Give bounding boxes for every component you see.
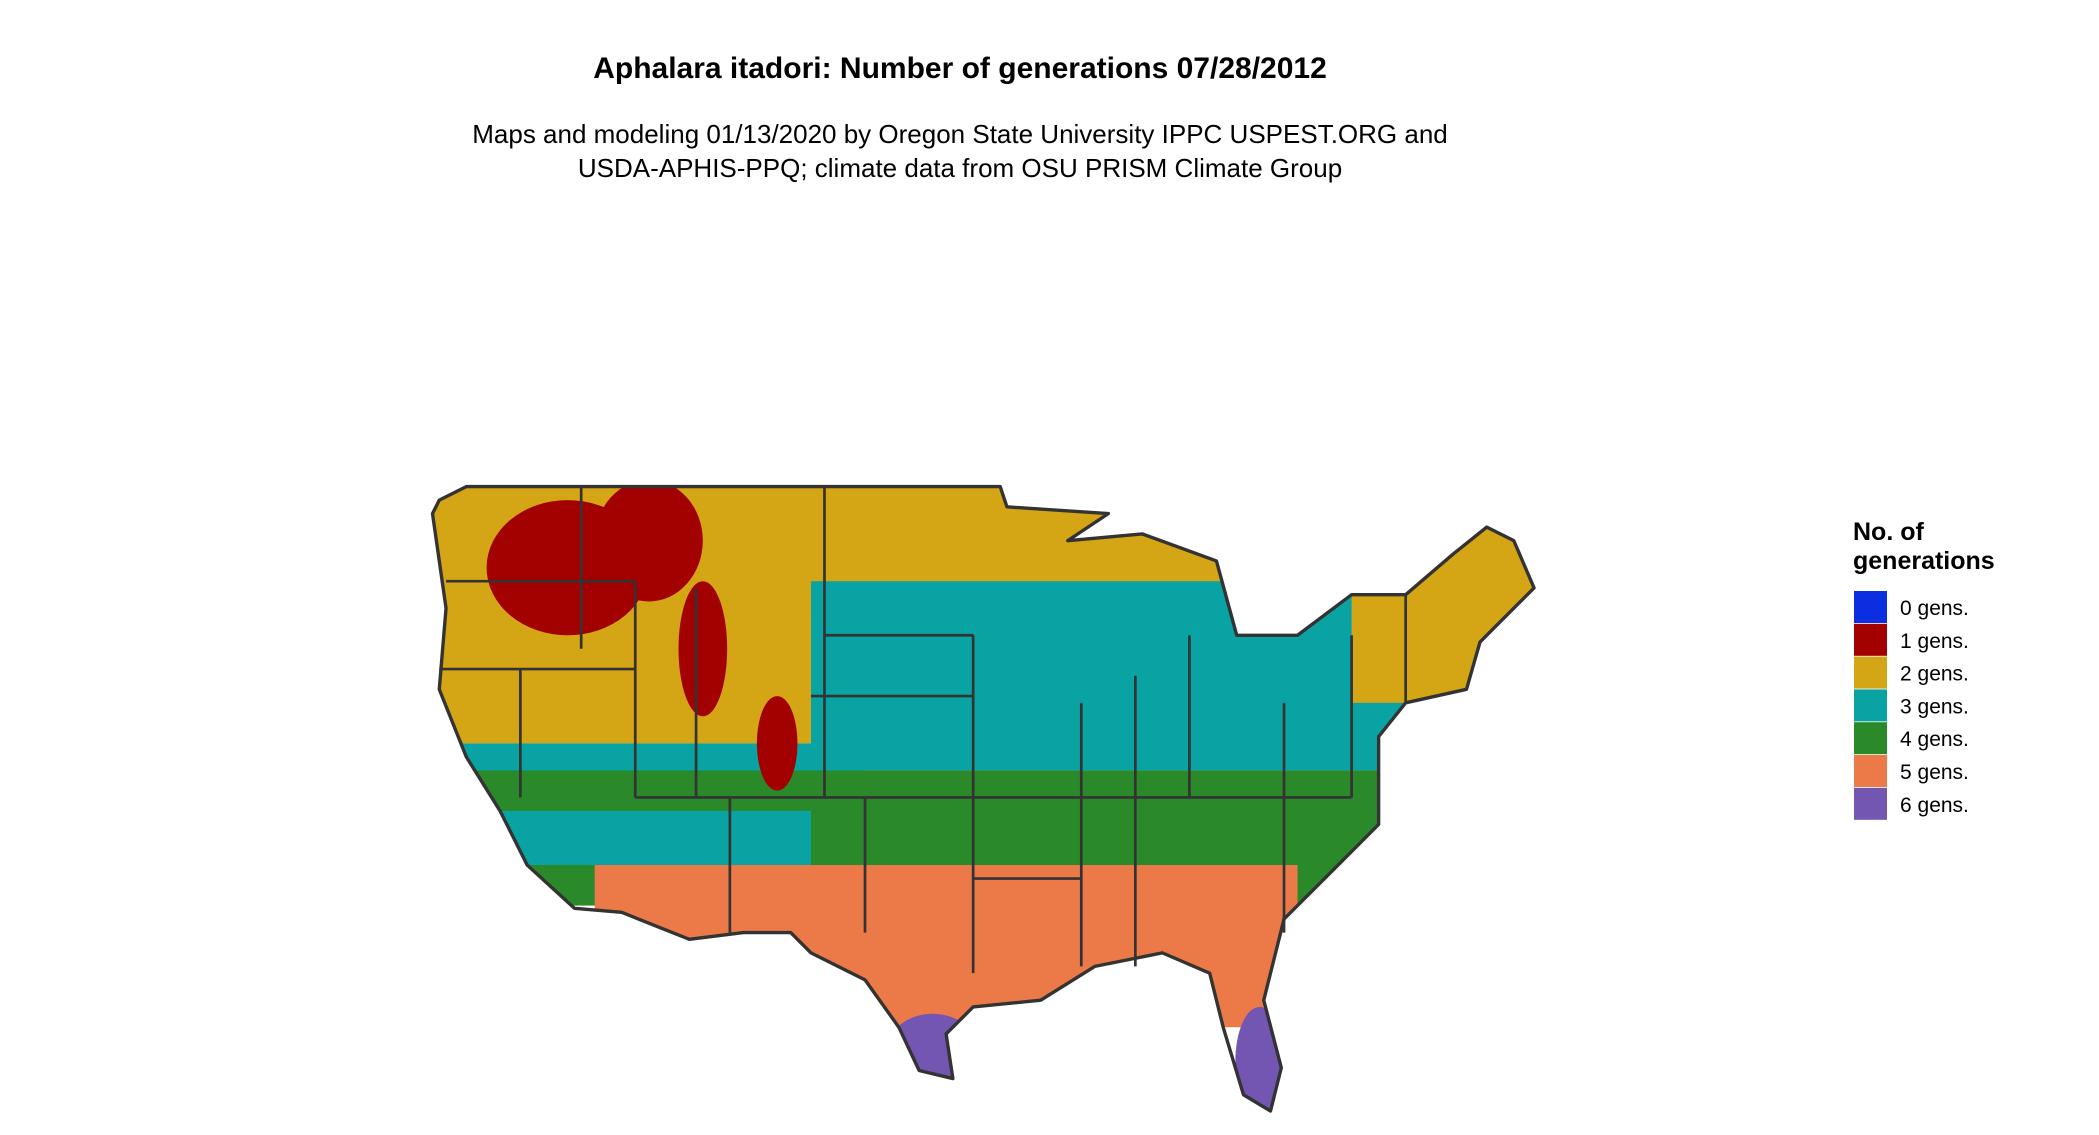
legend-label: 0 gens. — [1900, 597, 1969, 620]
legend: 0 gens. 1 gens. 2 gens. 3 gens. 4 gens. 5 gen… — [1854, 591, 1969, 820]
legend-swatch — [1854, 722, 1887, 755]
zone — [594, 865, 1298, 1028]
legend-label: 4 gens. — [1900, 728, 1969, 751]
zone — [1351, 540, 1535, 703]
zone — [594, 486, 703, 602]
zone — [432, 810, 811, 866]
legend-swatch — [1854, 755, 1887, 787]
legend-swatch — [1854, 689, 1887, 722]
legend-title: generations — [1853, 547, 1995, 575]
legend-swatch — [1854, 591, 1887, 623]
zone — [756, 696, 798, 791]
legend-label: 6 gens. — [1900, 794, 1969, 817]
legend-swatch — [1854, 656, 1887, 689]
legend-label: 5 gens. — [1900, 761, 1969, 784]
legend-label: 2 gens. — [1900, 663, 1969, 686]
zone — [1235, 1006, 1285, 1112]
legend-swatch — [1854, 623, 1887, 656]
map-zones — [432, 486, 1535, 1112]
country-outline — [430, 484, 1536, 1113]
title: Aphalara itadori: Number of generations … — [593, 52, 1327, 85]
state-borders — [439, 486, 1408, 974]
zone — [678, 581, 728, 717]
legend-label: 1 gens. — [1900, 630, 1969, 653]
subtitle: USDA-APHIS-PPQ; climate data from OSU PR… — [578, 153, 1342, 183]
legend-label: 3 gens. — [1900, 695, 1969, 718]
legend-title: No. of — [1853, 518, 1924, 546]
map-borders — [430, 484, 1536, 1113]
legend-swatch — [1854, 787, 1887, 820]
subtitle: Maps and modeling 01/13/2020 by Oregon S… — [472, 119, 1448, 149]
